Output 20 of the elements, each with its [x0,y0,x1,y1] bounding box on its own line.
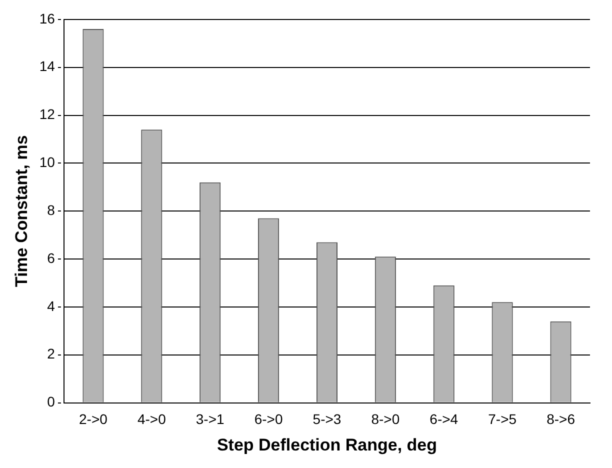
y-tick-label: 2 [47,346,56,362]
y-tick-label: 6 [47,250,56,266]
y-tick-label: 10 [39,154,56,170]
x-tick-label: 8->6 [546,411,576,428]
x-tick-label: 4->0 [137,411,166,428]
y-tick-label: 12 [39,106,56,122]
y-tick-label: 14 [39,58,56,74]
x-axis-title: Step Deflection Range, deg [216,435,438,454]
x-tick-label: 6->0 [254,411,283,428]
x-tick-label: 7->5 [488,411,517,428]
y-tick-label: 4 [47,298,56,314]
x-tick-label: 3->1 [196,411,225,428]
x-tick-label: 8->0 [371,411,400,428]
x-tick-label: 2->0 [78,411,108,428]
y-axis-title: Time Constant, ms [12,135,31,287]
y-tick-label: 16 [39,10,56,26]
x-tick-label: 5->3 [312,411,342,428]
y-tick-label: 8 [47,202,56,218]
y-tick-label: 0 [47,394,56,410]
x-tick-label: 6->4 [430,411,458,428]
